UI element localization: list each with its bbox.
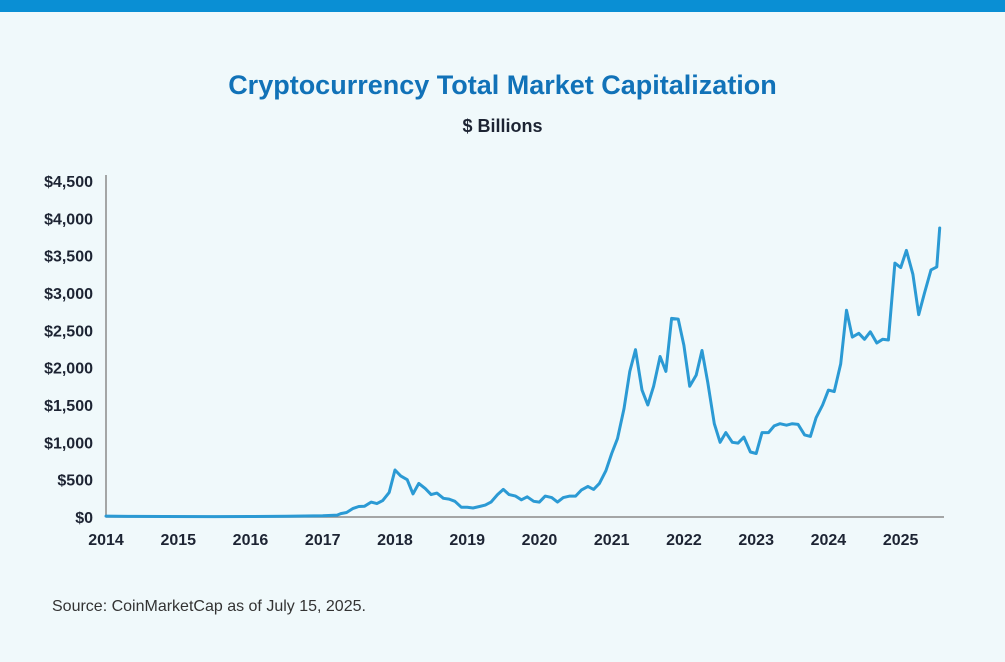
y-tick-label: $500 [57, 473, 93, 490]
x-tick-label: 2019 [449, 532, 485, 549]
x-tick-label: 2020 [522, 532, 558, 549]
y-tick-label: $3,000 [44, 286, 93, 303]
x-tick-label: 2024 [811, 532, 847, 549]
x-tick-label: 2025 [883, 532, 919, 549]
source-note: Source: CoinMarketCap as of July 15, 202… [52, 598, 366, 615]
x-tick-label: 2017 [305, 532, 341, 549]
x-tick-label: 2015 [160, 532, 196, 549]
x-tick-label: 2022 [666, 532, 702, 549]
x-tick-label: 2021 [594, 532, 630, 549]
y-tick-label: $2,500 [44, 323, 93, 340]
market-cap-series-line [104, 226, 942, 519]
x-tick-label: 2018 [377, 532, 413, 549]
x-tick-label: 2016 [233, 532, 269, 549]
y-tick-label: $4,500 [44, 174, 93, 191]
chart-subtitle: $ Billions [462, 116, 543, 136]
x-tick-label: 2023 [738, 532, 774, 549]
x-tick-label: 2014 [88, 532, 124, 549]
top-accent-bar [0, 0, 1005, 12]
y-tick-label: $2,000 [44, 361, 93, 378]
y-tick-label: $1,000 [44, 435, 93, 452]
y-tick-label: $1,500 [44, 398, 93, 415]
chart-title: Cryptocurrency Total Market Capitalizati… [228, 70, 777, 100]
y-tick-label: $0 [75, 510, 93, 527]
y-tick-label: $4,000 [44, 211, 93, 228]
y-tick-label: $3,500 [44, 249, 93, 266]
